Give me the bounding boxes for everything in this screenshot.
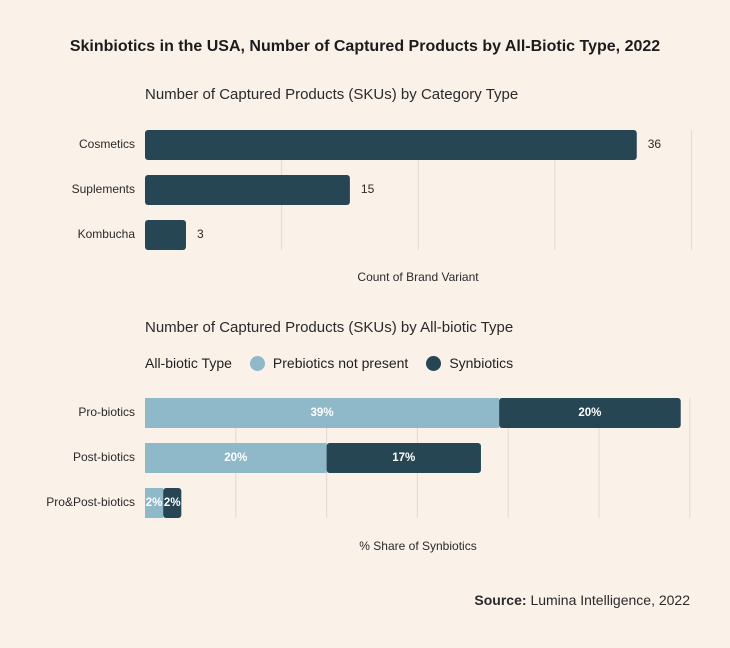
category-tick-label-2: Suplements [72, 182, 135, 196]
segment-label-1-3: 2% [146, 497, 163, 509]
category-chart-title: Number of Captured Products (SKUs) by Ca… [145, 86, 519, 103]
bar-segment-2-1 [499, 398, 681, 428]
category-x-axis-title: Count of Brand Variant [357, 270, 479, 284]
bar-value-label-1: 36 [648, 137, 662, 151]
bar-category-3 [145, 220, 186, 250]
category-tick-label-3: Kombucha [78, 227, 136, 241]
bar-segment-1-3 [145, 488, 164, 518]
legend-label-prebiotics: Prebiotics not present [272, 355, 409, 371]
legend-swatch-prebiotics [249, 355, 265, 371]
biotic-tick-label-2: Post-biotics [73, 450, 135, 464]
legend: All-biotic Type Prebiotics not present S… [145, 352, 513, 374]
source-note: Source: Lumina Intelligence, 2022 [474, 592, 690, 608]
category-tick-label-1: Cosmetics [79, 137, 135, 151]
bar-segment-2-2 [326, 443, 481, 473]
biotic-tick-label-3: Pro&Post-biotics [46, 495, 135, 509]
legend-item-prebiotics: Prebiotics not present [249, 355, 409, 371]
legend-swatch-synbiotics [426, 355, 442, 371]
source-label: Source: [474, 592, 527, 608]
biotic-chart-title: Number of Captured Products (SKUs) by Al… [145, 319, 514, 336]
segment-label-2-3: 2% [164, 497, 181, 509]
biotic-x-axis-title: % Share of Synbiotics [359, 539, 476, 553]
biotic-tick-label-1: Pro-biotics [78, 405, 135, 419]
bar-value-label-2: 15 [361, 182, 375, 196]
segment-label-1-2: 20% [224, 452, 247, 464]
bar-category-1 [145, 130, 637, 160]
bar-category-2 [145, 175, 350, 205]
bar-value-label-3: 3 [197, 227, 204, 241]
bar-segment-2-3 [163, 488, 182, 518]
segment-label-2-1: 20% [578, 407, 601, 419]
bar-segment-1-1 [145, 398, 500, 428]
main-title: Skinbiotics in the USA, Number of Captur… [69, 38, 661, 55]
segment-label-2-2: 17% [392, 452, 415, 464]
legend-label-synbiotics: Synbiotics [449, 355, 514, 371]
segment-label-1-1: 39% [311, 407, 334, 419]
bar-segment-1-2 [145, 443, 327, 473]
legend-title: All-biotic Type [145, 355, 232, 371]
source-text: Lumina Intelligence, 2022 [530, 592, 690, 608]
legend-item-synbiotics: Synbiotics [426, 355, 513, 371]
